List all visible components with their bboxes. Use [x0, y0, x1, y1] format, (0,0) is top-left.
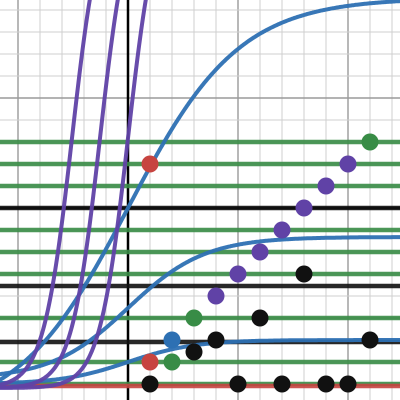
purple-point	[317, 177, 335, 195]
black-point	[141, 375, 159, 393]
points-layer	[141, 133, 379, 393]
purple-point	[295, 199, 313, 217]
black-point	[229, 375, 247, 393]
black-point	[339, 375, 357, 393]
black-point	[317, 375, 335, 393]
blue-curve	[0, 235, 400, 377]
black-point	[295, 265, 313, 283]
purple-point	[251, 243, 269, 261]
purple-point	[229, 265, 247, 283]
black-point	[207, 331, 225, 349]
red-point	[141, 155, 159, 173]
black-point	[361, 331, 379, 349]
black-point	[185, 343, 203, 361]
green-point	[185, 309, 203, 327]
purple-curve	[0, 0, 92, 387]
black-point	[273, 375, 291, 393]
black-point	[251, 309, 269, 327]
purple-point	[339, 155, 357, 173]
blue-curve	[0, 0, 400, 383]
purple-curve	[0, 0, 148, 390]
blue-curve	[0, 338, 400, 386]
purple-point	[207, 287, 225, 305]
purple-point	[273, 221, 291, 239]
curves-layer	[0, 0, 400, 390]
blue-point	[163, 331, 181, 349]
green-point	[361, 133, 379, 151]
red-point	[141, 353, 159, 371]
green-point	[163, 353, 181, 371]
